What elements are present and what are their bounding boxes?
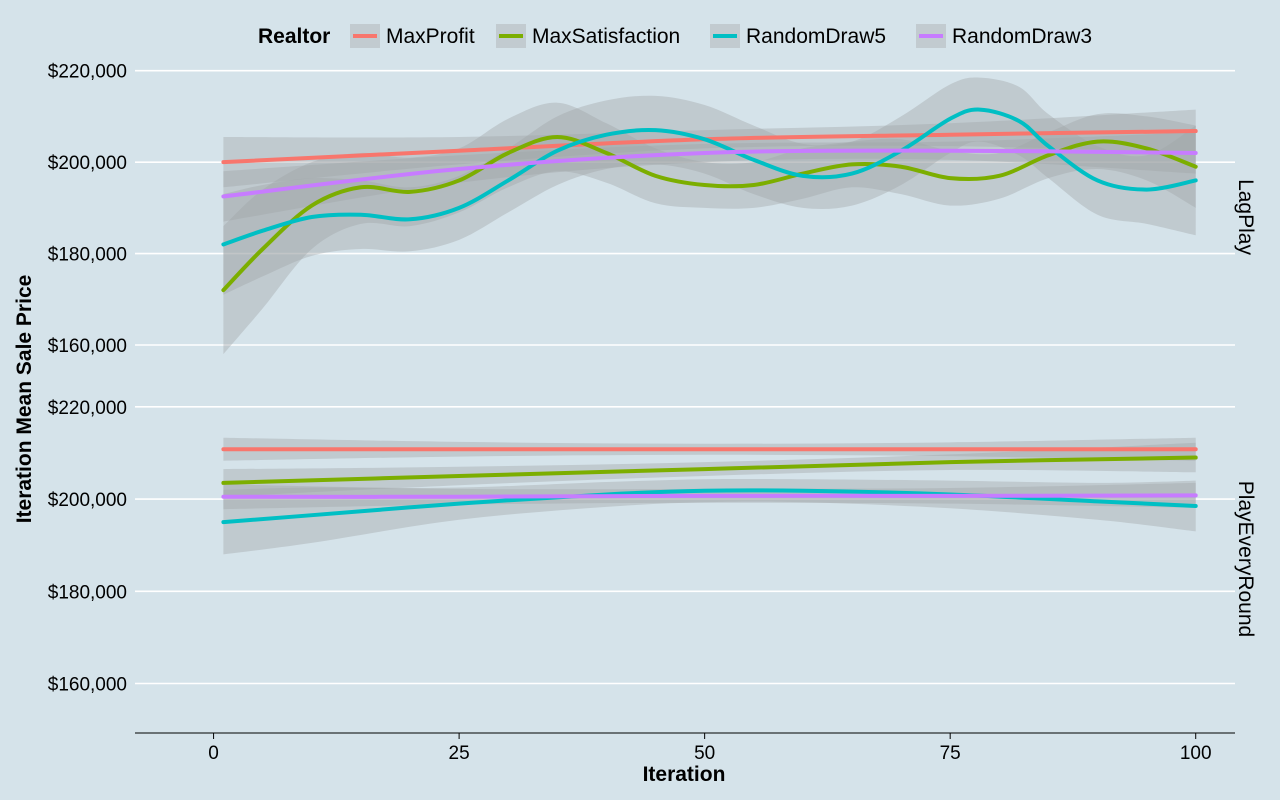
- strip-label-lagplay: LagPlay: [1234, 179, 1257, 255]
- ribbon-randomdraw3: [223, 132, 1196, 222]
- y-axis-title: Iteration Mean Sale Price: [13, 275, 36, 524]
- panel-playeveryround: $160,000 $180,000 $200,000 $220,000 PlayEver…: [48, 398, 1257, 696]
- y-tick-label: $180,000: [48, 582, 127, 603]
- y-tick-label: $220,000: [48, 62, 127, 83]
- x-tick-label: 50: [694, 743, 715, 764]
- legend-label-randomdraw3: RandomDraw3: [952, 25, 1092, 48]
- line-randomdraw3: [221, 148, 1198, 199]
- y-tick-label: $160,000: [48, 675, 127, 696]
- x-axis: 0 25 50 75 100 Iteration: [135, 732, 1235, 786]
- x-tick-label: 75: [940, 743, 961, 764]
- y-tick-label: $200,000: [48, 490, 127, 511]
- y-tick-label: $220,000: [48, 398, 127, 419]
- legend-item-randomdraw3: RandomDraw3: [916, 24, 1092, 48]
- x-tick-label: 0: [208, 743, 219, 764]
- line-randomdraw3: [221, 493, 1198, 499]
- legend-item-maxsatisfaction: MaxSatisfaction: [496, 24, 680, 48]
- ribbon-maxprofit: [223, 109, 1196, 188]
- line-maxsatisfaction: [221, 134, 1198, 293]
- legend: Realtor MaxProfit MaxSatisfaction RandomDr…: [258, 24, 1092, 48]
- y-tick-label: $200,000: [48, 153, 127, 174]
- y-tick-label: $180,000: [48, 245, 127, 266]
- x-axis-title: Iteration: [643, 763, 726, 786]
- x-tick-label: 25: [449, 743, 470, 764]
- y-tick-label: $160,000: [48, 336, 127, 357]
- series-lines: [221, 107, 1198, 293]
- legend-title: Realtor: [258, 25, 330, 48]
- legend-label-maxprofit: MaxProfit: [386, 25, 475, 48]
- ribbon-randomdraw5: [223, 77, 1196, 295]
- line-randomdraw5: [221, 107, 1198, 247]
- x-tick-label: 100: [1180, 743, 1212, 764]
- line-randomdraw5: [221, 488, 1198, 525]
- legend-label-maxsatisfaction: MaxSatisfaction: [532, 25, 680, 48]
- strip-label-playeveryround: PlayEveryRound: [1234, 481, 1257, 637]
- legend-label-randomdraw5: RandomDraw5: [746, 25, 886, 48]
- panel-lagplay: $160,000 $180,000 $200,000 $220,000 LagPlay: [48, 62, 1257, 357]
- ribbon-maxsatisfaction: [223, 102, 1196, 355]
- ribbons: [223, 77, 1196, 355]
- legend-item-maxprofit: MaxProfit: [350, 24, 475, 48]
- line-maxsatisfaction: [221, 455, 1198, 485]
- legend-item-randomdraw5: RandomDraw5: [710, 24, 886, 48]
- series-lines: [221, 447, 1198, 525]
